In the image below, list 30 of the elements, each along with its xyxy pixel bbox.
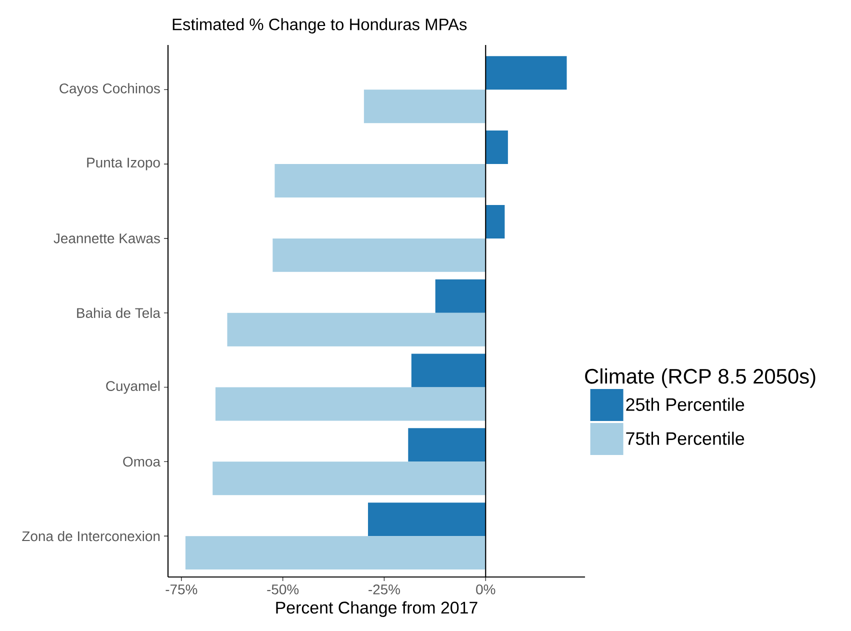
bar xyxy=(368,502,486,536)
legend-title: Climate (RCP 8.5 2050s) xyxy=(585,368,816,388)
x-tick-label: -25% xyxy=(368,584,400,594)
y-tick-label: Punta Izopo xyxy=(87,158,160,170)
y-tick-label: Jeannette Kawas xyxy=(54,234,160,244)
bar xyxy=(486,56,567,90)
bar xyxy=(408,428,486,462)
bar xyxy=(435,279,486,313)
bar xyxy=(212,462,486,496)
legend-label: 25th Percentile xyxy=(626,398,744,411)
bar xyxy=(272,238,486,272)
x-axis-title: Percent Change from 2017 xyxy=(276,601,478,618)
y-tick-label: Cuyamel xyxy=(106,380,160,394)
bar xyxy=(486,204,505,238)
bar xyxy=(215,387,486,421)
bar xyxy=(486,130,508,164)
bar xyxy=(185,536,486,570)
bar xyxy=(274,164,486,198)
y-tick-label: Bahia de Tela xyxy=(77,308,160,318)
y-tick-label: Omoa xyxy=(123,456,160,467)
bar xyxy=(364,90,486,124)
x-tick-label: -75% xyxy=(166,584,198,594)
y-tick-label: Zona de Interconexion xyxy=(22,530,160,542)
x-tick-label: 0% xyxy=(476,584,496,594)
legend-label: 75th Percentile xyxy=(626,432,744,445)
bar xyxy=(227,312,486,346)
bar xyxy=(411,354,486,388)
chart-title: Estimated % Change to Honduras MPAs xyxy=(172,18,467,34)
x-tick-label: -50% xyxy=(267,584,299,594)
y-tick-label: Cayos Cochinos xyxy=(60,83,160,96)
